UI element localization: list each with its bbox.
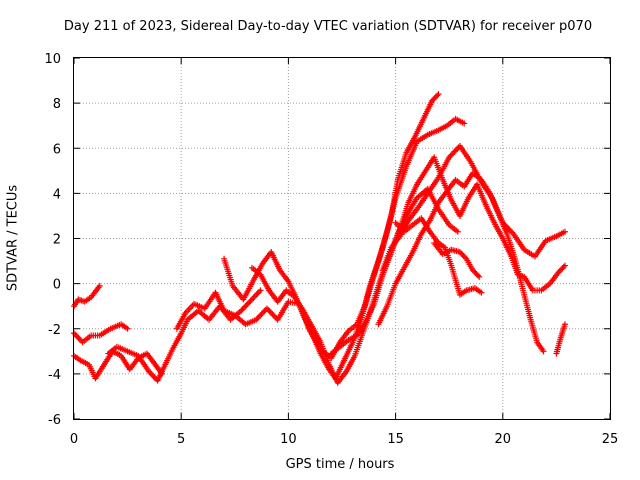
- data-point: [474, 272, 481, 279]
- axis-ticks: 0 5 10 15 20 25 -6 -4 -2 0 2 4 6 8 10: [44, 52, 618, 447]
- y-tick-label: -4: [48, 368, 61, 383]
- x-tick-label: 0: [70, 432, 78, 447]
- x-tick-label: 5: [177, 432, 185, 447]
- data-point: [540, 348, 547, 355]
- data-point: [560, 263, 567, 270]
- y-axis-label: SDTVAR / TECUs: [5, 184, 21, 292]
- x-tick-label: 20: [495, 432, 512, 447]
- data-point: [476, 273, 483, 280]
- y-tick-label: 4: [53, 187, 61, 202]
- y-tick-label: 2: [53, 233, 61, 248]
- y-tick-label: 6: [53, 142, 61, 157]
- x-tick-label: 10: [280, 432, 297, 447]
- data-point: [454, 228, 461, 235]
- data-point: [435, 91, 442, 98]
- y-tick-label: -2: [48, 323, 61, 338]
- data-point: [561, 228, 568, 235]
- series-track-10: [375, 170, 547, 355]
- data-point: [257, 287, 264, 294]
- data-point: [124, 325, 131, 332]
- x-axis-label: GPS time / hours: [285, 457, 395, 472]
- y-tick-label: 0: [53, 278, 61, 293]
- data-point: [478, 289, 485, 296]
- data-point: [96, 282, 103, 289]
- data-point: [561, 262, 568, 269]
- data-point: [462, 254, 469, 261]
- x-tick-label: 15: [387, 432, 404, 447]
- data-marks: [71, 91, 568, 386]
- chart-title: Day 211 of 2023, Sidereal Day-to-day VTE…: [63, 19, 593, 34]
- series-track-12: [553, 321, 568, 357]
- data-point: [461, 120, 468, 127]
- series-track-2: [71, 321, 131, 346]
- data-point: [561, 321, 568, 328]
- x-tick-label: 25: [602, 432, 619, 447]
- data-point: [434, 92, 441, 99]
- series-track-13: [431, 240, 483, 280]
- y-tick-label: -6: [48, 413, 61, 428]
- y-tick-label: 10: [44, 52, 61, 67]
- series-track-1: [71, 282, 103, 310]
- plot-frame: [73, 57, 611, 420]
- y-tick-label: 8: [53, 97, 61, 112]
